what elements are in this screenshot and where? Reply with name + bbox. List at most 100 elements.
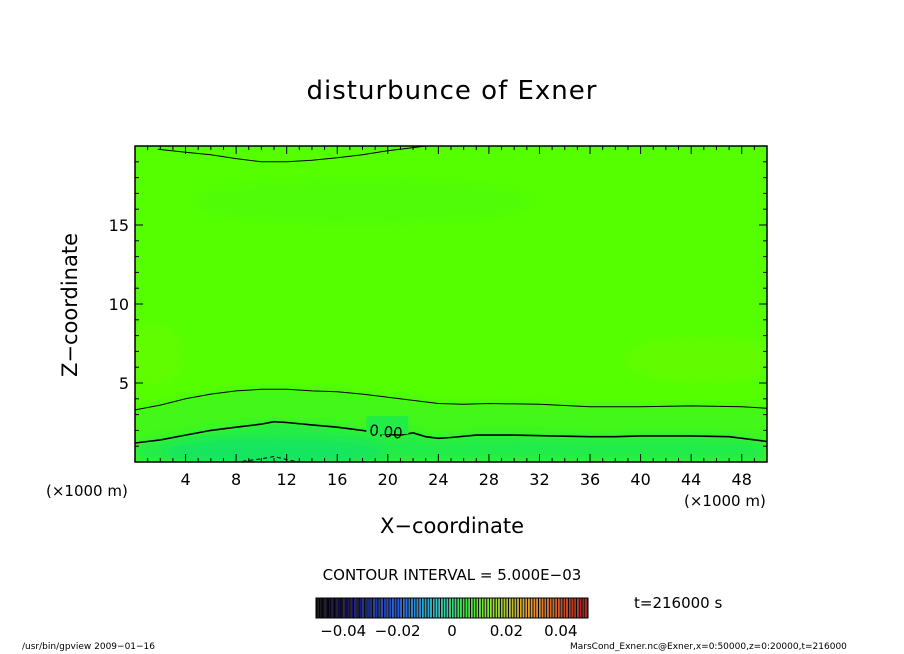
y-axis-label: Z−coordinate bbox=[58, 233, 82, 377]
colorbar-gap bbox=[565, 598, 567, 618]
colorbar-gap bbox=[440, 598, 442, 618]
colorbar-stripe bbox=[498, 598, 500, 618]
colorbar-gap bbox=[488, 598, 491, 618]
colorbar-gap bbox=[339, 598, 341, 618]
colorbar-stripe bbox=[536, 598, 538, 618]
colorbar-gap bbox=[578, 598, 580, 618]
colorbar-stripe bbox=[522, 598, 525, 618]
colorbar-stripe bbox=[547, 598, 549, 618]
colorbar-gap bbox=[505, 598, 507, 618]
colorbar-stripe bbox=[375, 598, 378, 618]
colorbar-stripe bbox=[541, 598, 544, 618]
fill-blob-right bbox=[623, 337, 767, 382]
x-tick-label: 48 bbox=[732, 470, 752, 489]
colorbar-gap bbox=[358, 598, 360, 618]
colorbar-gap bbox=[380, 598, 382, 618]
colorbar-gap bbox=[331, 598, 333, 618]
colorbar-tick-label: −0.04 bbox=[320, 622, 366, 640]
colorbar-stripe bbox=[585, 598, 587, 618]
colorbar-gap bbox=[423, 598, 425, 618]
colorbar-stripe bbox=[435, 598, 438, 618]
colorbar-stripe bbox=[405, 598, 408, 618]
colorbar-gap bbox=[472, 598, 474, 618]
colorbar-gap bbox=[450, 598, 452, 618]
colorbar-stripe bbox=[392, 598, 394, 618]
colorbar-stripe bbox=[373, 598, 375, 618]
colorbar-gap bbox=[336, 598, 338, 618]
colorbar-stripe bbox=[544, 598, 547, 618]
colorbar-stripe bbox=[514, 598, 517, 618]
colorbar-tick-label: −0.02 bbox=[375, 622, 421, 640]
colorbar-stripe bbox=[359, 598, 362, 618]
colorbar-gap bbox=[347, 598, 349, 618]
colorbar-stripe bbox=[484, 598, 487, 618]
colorbar-stripe bbox=[446, 598, 449, 618]
colorbar-frame bbox=[315, 597, 589, 619]
colorbar-stripe bbox=[316, 598, 318, 618]
colorbar-stripe bbox=[332, 598, 334, 618]
colorbar-gap bbox=[415, 598, 417, 618]
colorbar-stripe bbox=[384, 598, 386, 618]
colorbar-gap bbox=[461, 598, 463, 618]
colorbar-stripe bbox=[351, 598, 353, 618]
x-tick-label: 40 bbox=[630, 470, 650, 489]
colorbar-gap bbox=[456, 598, 458, 618]
colorbar-stripe bbox=[476, 598, 479, 618]
colorbar-stripe bbox=[492, 598, 495, 618]
colorbar-gap bbox=[546, 598, 548, 618]
colorbar-stripe bbox=[490, 598, 492, 618]
colorbar-gap bbox=[540, 598, 542, 618]
colorbar-gap bbox=[393, 598, 395, 618]
colorbar-stripe bbox=[517, 598, 519, 618]
colorbar-stripe bbox=[326, 598, 329, 618]
colorbar-gap bbox=[469, 598, 472, 618]
x-tick-label: 36 bbox=[580, 470, 600, 489]
colorbar-gap bbox=[527, 598, 529, 618]
colorbar-gap bbox=[548, 598, 550, 618]
colorbar-gap bbox=[396, 598, 398, 618]
colorbar-gap bbox=[382, 598, 384, 618]
colorbar-stripe bbox=[419, 598, 421, 618]
colorbar-stripe bbox=[394, 598, 397, 618]
colorbar-stripe bbox=[506, 598, 509, 618]
colorbar-gap bbox=[535, 598, 537, 618]
colorbar-stripe bbox=[473, 598, 476, 618]
colorbar-gap bbox=[543, 598, 545, 618]
colorbar-stripe bbox=[441, 598, 443, 618]
y-tick-label: 10 bbox=[109, 295, 129, 314]
colorbar-gap bbox=[480, 598, 482, 618]
colorbar-gap bbox=[581, 598, 583, 618]
colorbar-gap bbox=[369, 598, 371, 618]
colorbar-gap bbox=[333, 598, 336, 618]
x-tick-label: 20 bbox=[378, 470, 398, 489]
colorbar-gap bbox=[445, 598, 447, 618]
colorbar-stripe bbox=[356, 598, 359, 618]
colorbar-gap bbox=[459, 598, 461, 618]
colorbar-stripe bbox=[432, 598, 435, 618]
x-axis-label: X−coordinate bbox=[380, 514, 524, 538]
colorbar-stripe bbox=[568, 598, 571, 618]
colorbar-gap bbox=[429, 598, 431, 618]
colorbar-stripe bbox=[343, 598, 345, 618]
footer-left: /usr/bin/gpview 2009−01−16 bbox=[22, 642, 156, 652]
colorbar-stripe bbox=[430, 598, 432, 618]
colorbar-stripe bbox=[495, 598, 498, 618]
colorbar: −0.04 −0.02 0 0.02 0.04 bbox=[315, 597, 589, 640]
colorbar-gap bbox=[442, 598, 444, 618]
colorbar-gap bbox=[559, 598, 561, 618]
y-axis: 5 10 15 bbox=[109, 161, 767, 447]
x-unit-label-left: (×1000 m) bbox=[46, 482, 128, 500]
colorbar-stripe bbox=[571, 598, 574, 618]
colorbar-gap bbox=[551, 598, 553, 618]
colorbar-stripe bbox=[403, 598, 405, 618]
contour-label-gap bbox=[366, 416, 409, 435]
colorbar-stripe bbox=[481, 598, 484, 618]
colorbar-stripe bbox=[574, 598, 577, 618]
colorbar-gap bbox=[317, 598, 319, 618]
colorbar-stripe bbox=[530, 598, 533, 618]
colorbar-gap bbox=[323, 598, 325, 618]
colorbar-stripe bbox=[449, 598, 451, 618]
colorbar-stripe bbox=[560, 598, 563, 618]
colorbar-stripe bbox=[340, 598, 343, 618]
colorbar-stripe bbox=[443, 598, 446, 618]
